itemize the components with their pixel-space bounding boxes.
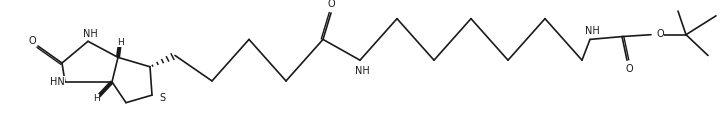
Text: H: H xyxy=(93,94,99,103)
Text: NH: NH xyxy=(83,29,97,39)
Text: NH: NH xyxy=(354,66,370,76)
Text: S: S xyxy=(159,93,165,103)
Text: H: H xyxy=(117,38,123,47)
Text: O: O xyxy=(656,29,664,39)
Text: HN: HN xyxy=(49,77,65,87)
Text: O: O xyxy=(327,0,335,9)
Text: O: O xyxy=(28,36,36,46)
Text: NH: NH xyxy=(584,26,600,36)
Text: O: O xyxy=(625,64,633,74)
